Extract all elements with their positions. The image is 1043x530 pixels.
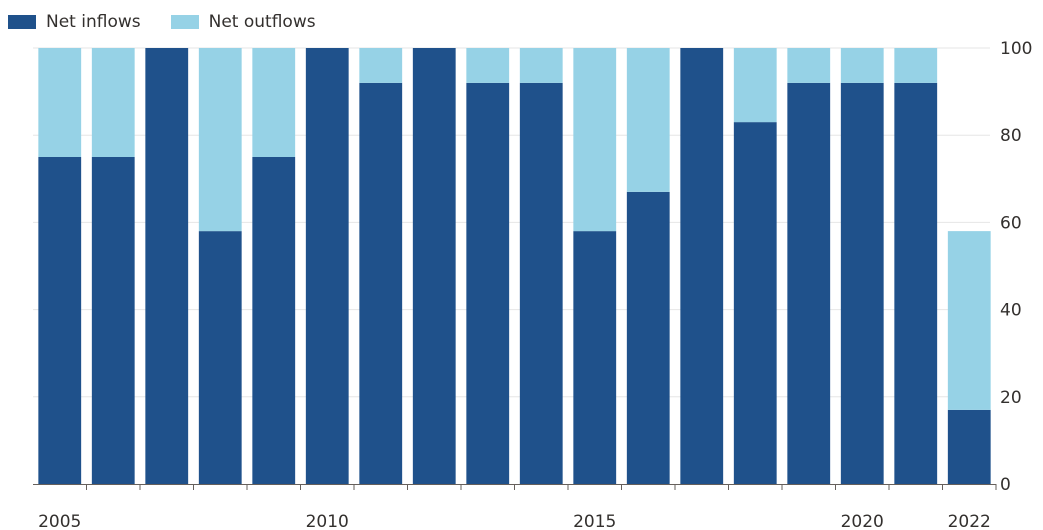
- bar-net-inflows-2010: [305, 48, 349, 484]
- bar-net-outflows-2008: [198, 48, 242, 232]
- bar-net-inflows-2019: [787, 82, 831, 484]
- bar-net-inflows-2007: [145, 48, 189, 484]
- bar-net-inflows-2012: [412, 48, 456, 484]
- x-tick-label-2005: 2005: [38, 512, 81, 530]
- bar-net-outflows-2013: [466, 48, 510, 83]
- y-tick-label-0: 0: [1000, 475, 1011, 495]
- bar-net-outflows-2005: [38, 48, 82, 157]
- bar-net-inflows-2008: [198, 231, 242, 484]
- y-tick-label-20: 20: [1000, 388, 1022, 408]
- bar-net-inflows-2018: [733, 122, 777, 485]
- bar-net-inflows-2022: [947, 409, 991, 484]
- y-tick-label-80: 80: [1000, 126, 1022, 146]
- bar-net-inflows-2009: [252, 157, 296, 484]
- bar-net-inflows-2015: [573, 231, 617, 484]
- y-tick-label-100: 100: [1000, 39, 1032, 59]
- legend: Net inflows Net outflows: [8, 12, 316, 32]
- bar-net-inflows-2011: [359, 82, 403, 484]
- bar-net-inflows-2005: [38, 157, 82, 484]
- bar-net-outflows-2018: [733, 48, 777, 123]
- y-tick-label-60: 60: [1000, 213, 1022, 233]
- bar-net-inflows-2017: [680, 48, 724, 484]
- bar-net-outflows-2019: [787, 48, 831, 83]
- legend-swatch-net-outflows: [170, 15, 199, 29]
- legend-label-net-outflows: Net outflows: [208, 12, 316, 32]
- x-tick-label-2022: 2022: [948, 512, 991, 530]
- bar-net-outflows-2016: [626, 48, 670, 192]
- legend-item-net-inflows: Net inflows: [8, 12, 141, 32]
- legend-swatch-net-inflows: [8, 15, 36, 29]
- bar-net-inflows-2016: [626, 191, 670, 484]
- x-tick-label-2020: 2020: [841, 512, 884, 530]
- bar-net-outflows-2014: [519, 48, 563, 83]
- legend-label-net-inflows: Net inflows: [46, 12, 141, 32]
- bar-net-inflows-2021: [894, 82, 938, 484]
- x-tick-label-2015: 2015: [573, 512, 616, 530]
- bar-net-inflows-2020: [840, 82, 884, 484]
- bar-net-inflows-2006: [91, 157, 135, 484]
- bar-net-inflows-2013: [466, 82, 510, 484]
- bar-net-outflows-2011: [359, 48, 403, 83]
- bar-net-outflows-2015: [573, 48, 617, 232]
- bar-net-outflows-2022: [947, 231, 991, 410]
- bar-net-outflows-2021: [894, 48, 938, 83]
- bar-net-outflows-2020: [840, 48, 884, 83]
- bar-net-inflows-2014: [519, 82, 563, 484]
- legend-item-net-outflows: Net outflows: [170, 12, 316, 32]
- x-tick-label-2010: 2010: [306, 512, 349, 530]
- bar-net-outflows-2009: [252, 48, 296, 157]
- bar-net-outflows-2006: [91, 48, 135, 157]
- y-tick-label-40: 40: [1000, 301, 1022, 321]
